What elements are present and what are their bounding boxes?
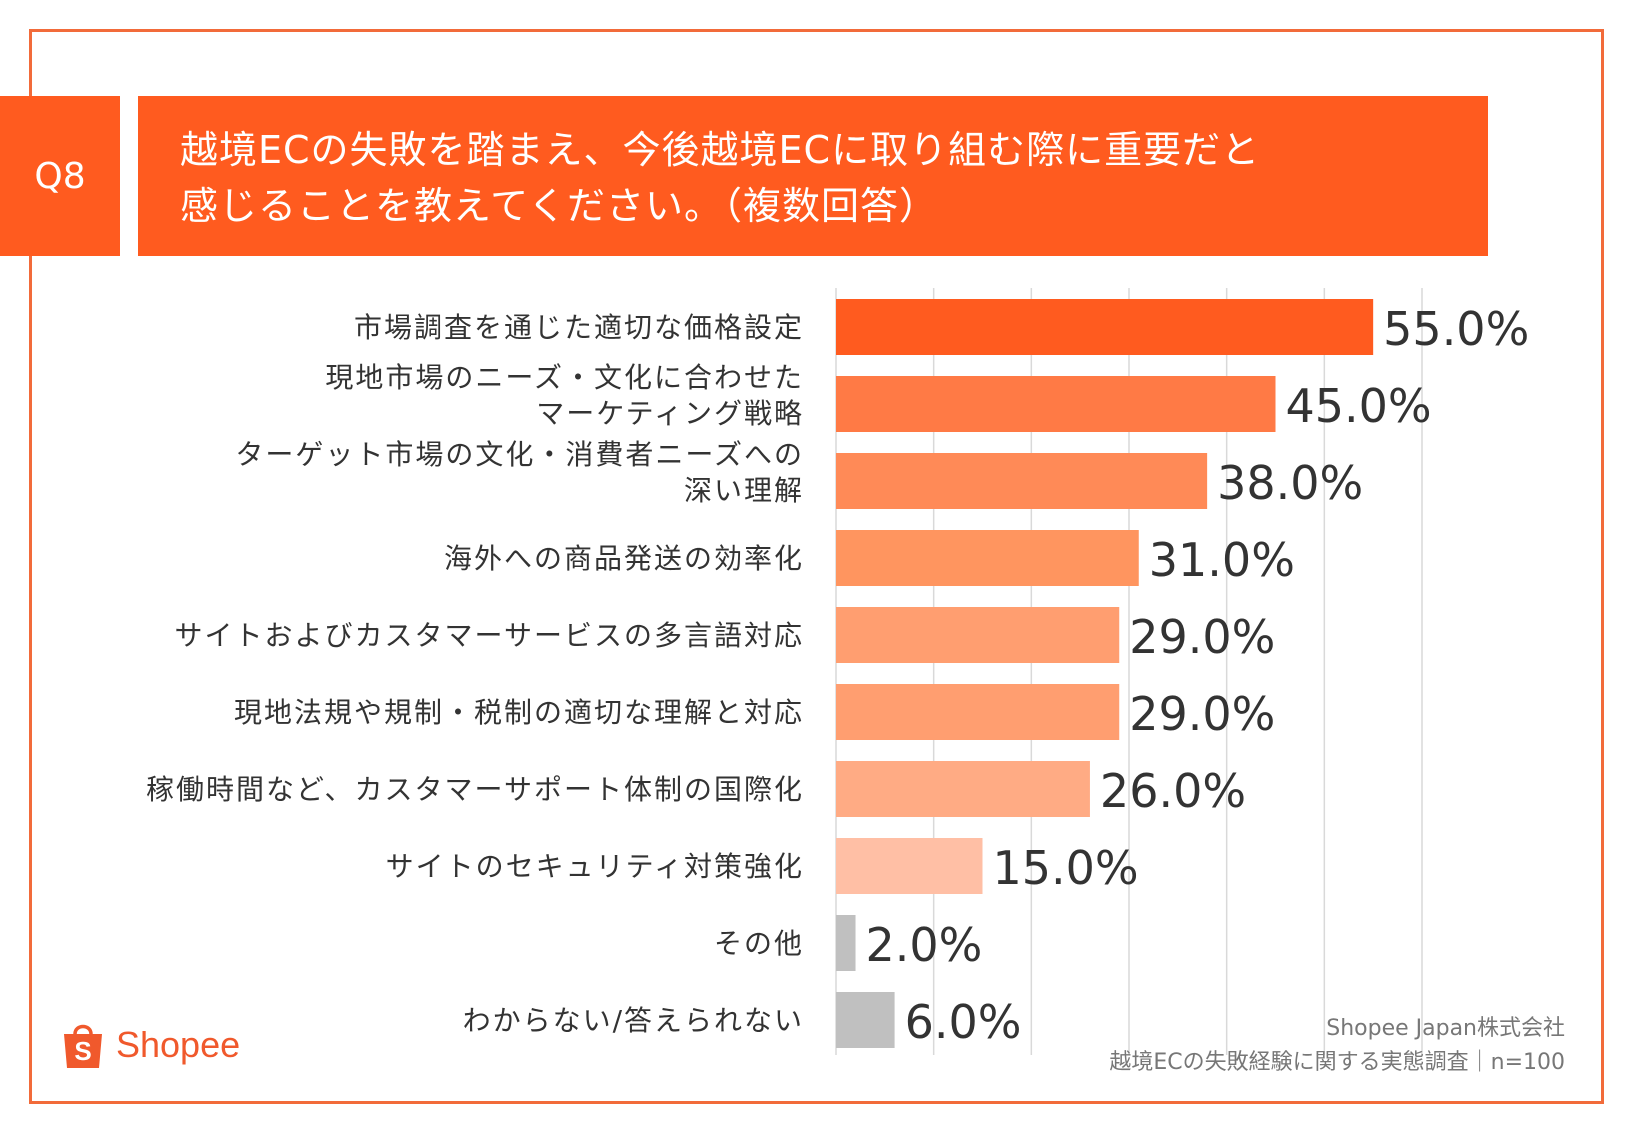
value-label-0: 55.0% (1383, 302, 1529, 356)
bar-5 (836, 684, 1120, 740)
category-label-0: 市場調査を通じた適切な価格設定 (354, 311, 804, 344)
category-label-2-line2: 深い理解 (684, 474, 804, 507)
question-number: Q8 (34, 155, 86, 197)
category-label-7: サイトのセキュリティ対策強化 (386, 850, 804, 883)
value-label-9: 6.0% (905, 995, 1022, 1049)
bar-0 (836, 299, 1374, 355)
bar-6 (836, 761, 1090, 817)
question-title-line1: 越境ECの失敗を踏まえ、今後越境ECに取り組む際に重要だと (180, 128, 1261, 172)
value-label-3: 31.0% (1149, 533, 1295, 587)
svg-text:S: S (74, 1036, 91, 1066)
category-label-4: サイトおよびカスタマーサービスの多言語対応 (175, 619, 804, 652)
value-label-5: 29.0% (1129, 687, 1275, 741)
bar-7 (836, 838, 983, 894)
category-label-5: 現地法規や規制・税制の適切な理解と対応 (234, 696, 804, 729)
category-label-8: その他 (714, 927, 804, 960)
question-header: 越境ECの失敗を踏まえ、今後越境ECに取り組む際に重要だと 感じることを教えてく… (138, 96, 1488, 256)
category-label-3: 海外への商品発送の効率化 (444, 542, 804, 575)
bar-9 (836, 992, 895, 1048)
category-label-1-line2: マーケティング戦略 (536, 397, 804, 430)
value-label-1: 45.0% (1286, 379, 1432, 433)
source-note: Shopee Japan株式会社 越境ECの失敗経験に関する実態調査｜n=100 (1109, 1012, 1565, 1080)
bar-2 (836, 453, 1208, 509)
source-company: Shopee Japan株式会社 (1326, 1016, 1565, 1041)
shopee-logo: S Shopee (60, 1020, 240, 1070)
value-label-6: 26.0% (1100, 764, 1246, 818)
question-number-badge: Q8 (0, 96, 120, 256)
bar-8 (836, 915, 856, 971)
bar-1 (836, 376, 1276, 432)
question-title-line2: 感じることを教えてください。（複数回答） (180, 184, 938, 228)
chart-frame (29, 29, 1604, 1104)
source-survey: 越境ECの失敗経験に関する実態調査｜n=100 (1109, 1050, 1565, 1075)
category-label-6: 稼働時間など、カスタマーサポート体制の国際化 (146, 773, 804, 806)
bar-4 (836, 607, 1120, 663)
logo-text: Shopee (116, 1024, 241, 1065)
value-label-8: 2.0% (866, 918, 983, 972)
value-label-7: 15.0% (993, 841, 1139, 895)
bar-3 (836, 530, 1139, 586)
value-label-2: 38.0% (1217, 456, 1363, 510)
shopping-bag-icon: S (64, 1024, 102, 1068)
category-label-2-line1: ターゲット市場の文化・消費者ニーズへの (235, 438, 804, 471)
category-label-1-line1: 現地市場のニーズ・文化に合わせた (325, 361, 804, 394)
category-label-9: わからない/答えられない (463, 1004, 804, 1037)
value-label-4: 29.0% (1129, 610, 1275, 664)
